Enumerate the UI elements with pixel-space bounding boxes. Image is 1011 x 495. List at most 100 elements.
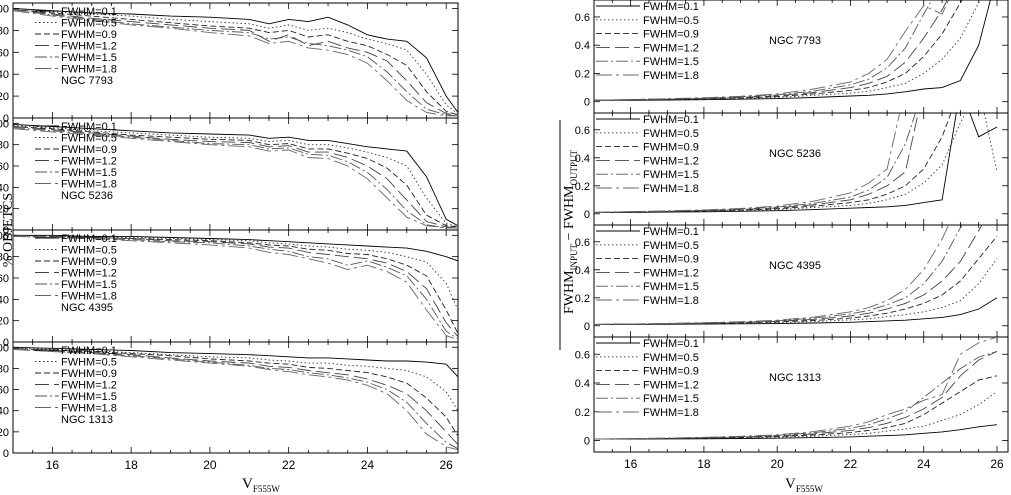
panel-ngc-7793: 020406080100FWHM=0.1FWHM=0.5FWHM=0.9FWHM… <box>0 2 459 125</box>
series-line-fwhm-1-2 <box>13 126 458 229</box>
legend-label: FWHM=1.5 <box>61 52 117 64</box>
legend-label: FWHM=0.9 <box>643 29 699 41</box>
y-tick-label: 0 <box>584 209 590 221</box>
x-tick-label: 22 <box>282 458 296 472</box>
legend-label: FWHM=0.5 <box>643 352 699 364</box>
legend-label: FWHM=1.2 <box>61 268 117 280</box>
legend-label: FWHM=0.1 <box>643 114 699 126</box>
y-tick-label: 80 <box>0 25 9 37</box>
left-xlabel-sub: F555W <box>253 484 281 494</box>
series-line-fwhm-1-2 <box>13 234 458 337</box>
series-line-fwhm-0-1 <box>13 8 458 113</box>
legend-label: FWHM=0.1 <box>643 1 699 13</box>
legend-label: FWHM=0.9 <box>643 254 699 266</box>
x-tick-label: 18 <box>124 458 138 472</box>
y-tick-label: 0.2 <box>575 68 590 80</box>
panel-ngc-5236: 020406080100FWHM=0.1FWHM=0.5FWHM=0.9FWHM… <box>0 117 459 237</box>
galaxy-label: NGC 5236 <box>769 148 821 160</box>
legend-label: FWHM=1.5 <box>643 56 699 68</box>
series-line-fwhm-1-8 <box>13 128 458 229</box>
series-line-fwhm-1-2 <box>594 113 919 213</box>
legend-label: FWHM=0.1 <box>643 338 699 350</box>
galaxy-label: NGC 7793 <box>769 35 821 47</box>
legend-label: FWHM=0.5 <box>61 133 117 145</box>
series-group <box>594 0 991 101</box>
series-line-fwhm-0-9 <box>594 113 952 213</box>
legend-label: FWHM=1.5 <box>61 391 117 403</box>
galaxy-label: NGC 4395 <box>61 302 113 314</box>
y-tick-label: 0 <box>3 337 9 349</box>
series-line-fwhm-0-5 <box>13 125 458 228</box>
right-ylabel-sub2: OUTPUT <box>569 149 579 185</box>
series-line-fwhm-0-9 <box>594 0 963 101</box>
series-line-fwhm-0-1 <box>594 0 991 101</box>
panel-ngc-4395: 00.20.40.6FWHM=0.1FWHM=0.5FWHM=0.9FWHM=1… <box>575 224 1009 338</box>
series-line-fwhm-0-9 <box>13 234 458 334</box>
legend-label: FWHM=0.9 <box>643 366 699 378</box>
plot-frame <box>593 336 1009 453</box>
series-line-fwhm-1-5 <box>13 235 458 340</box>
legend-label: FWHM=1.8 <box>643 295 699 307</box>
series-line-fwhm-1-8 <box>13 348 458 451</box>
y-tick-label: 100 <box>0 118 9 130</box>
series-line-fwhm-1-8 <box>594 225 950 325</box>
y-tick-label: 40 <box>0 406 9 418</box>
y-tick-label: 20 <box>0 427 9 439</box>
series-line-fwhm-1-2 <box>13 347 458 445</box>
y-tick-label: 0 <box>584 97 590 109</box>
legend-label: FWHM=1.8 <box>61 291 117 303</box>
series-line-fwhm-1-5 <box>13 127 458 229</box>
panel-ngc-1313: 0 0.2 0.4 0.6 16 18 20 22 24 26 FWHM=0.1 FWHM=0.5 FW… <box>575 336 1009 471</box>
y-tick-label: 20 <box>0 316 9 328</box>
panel-ngc-5236: 00.20.40.6FWHM=0.1FWHM=0.5FWHM=0.9FWHM=1… <box>575 112 1009 226</box>
right-y-axis-label: FWHMINPUT − FWHMOUTPUT <box>562 149 579 314</box>
y-tick-label: 0 <box>584 436 590 448</box>
legend-label: FWHM=1.8 <box>643 407 699 419</box>
y-tick-label: 0.4 <box>575 40 590 52</box>
y-tick-label: 20 <box>0 204 9 216</box>
galaxy-label: NGC 7793 <box>61 75 113 87</box>
legend-label: FWHM=1.2 <box>61 156 117 168</box>
legend-label: FWHM=1.2 <box>643 267 699 279</box>
series-group <box>13 346 458 451</box>
galaxy-label: NGC 1313 <box>769 372 821 384</box>
series-line-fwhm-0-9 <box>13 347 458 437</box>
x-tick-label: 18 <box>697 457 711 471</box>
legend-label: FWHM=1.2 <box>643 42 699 54</box>
y-tick-label: 0.6 <box>575 237 590 249</box>
legend-label: FWHM=0.9 <box>61 368 117 380</box>
y-tick-label: 100 <box>0 3 9 15</box>
panel-ngc-1313: 0 20 40 60 80 100 16 18 20 22 24 26 FWHM=0.1FWHM=0.5… <box>0 341 459 472</box>
y-tick-label: 60 <box>0 161 9 173</box>
y-tick-label: 20 <box>0 91 9 103</box>
series-line-fwhm-1-2 <box>594 350 998 440</box>
series-line-fwhm-1-2 <box>594 0 948 101</box>
y-tick-label: 40 <box>0 69 9 81</box>
legend-label: FWHM=1.5 <box>643 281 699 293</box>
y-tick-label: 0.4 <box>575 153 590 165</box>
right-ylabel-main: FWHM <box>562 270 577 314</box>
x-tick-label: 20 <box>203 458 217 472</box>
x-tick-label: 24 <box>917 457 931 471</box>
legend-label: FWHM=0.9 <box>61 29 117 41</box>
y-tick-label: 40 <box>0 294 9 306</box>
legend-label: FWHM=0.5 <box>61 357 117 369</box>
series-line-fwhm-1-8 <box>13 10 458 117</box>
series-line-fwhm-0-5 <box>13 8 458 114</box>
legend-label: FWHM=0.1 <box>643 226 699 238</box>
left-y-axis-label: % OBJETCS <box>1 193 16 267</box>
y-tick-label: 100 <box>0 230 9 242</box>
y-tick-label: 0.2 <box>575 181 590 193</box>
y-tick-label: 0 <box>3 225 9 237</box>
series-line-fwhm-1-2 <box>594 225 983 325</box>
legend-label: FWHM=1.2 <box>643 379 699 391</box>
series-group <box>13 123 458 229</box>
series-line-fwhm-0-9 <box>13 9 458 116</box>
legend-label: FWHM=0.9 <box>643 142 699 154</box>
legend-label: FWHM=1.5 <box>643 169 699 181</box>
panel-ngc-4395: 020406080100FWHM=0.1FWHM=0.5FWHM=0.9FWHM… <box>0 229 459 349</box>
legend-label: FWHM=0.9 <box>61 144 117 156</box>
y-tick-label: 40 <box>0 182 9 194</box>
legend-label: FWHM=0.1 <box>61 233 117 245</box>
series-line-fwhm-0-1 <box>13 346 458 378</box>
